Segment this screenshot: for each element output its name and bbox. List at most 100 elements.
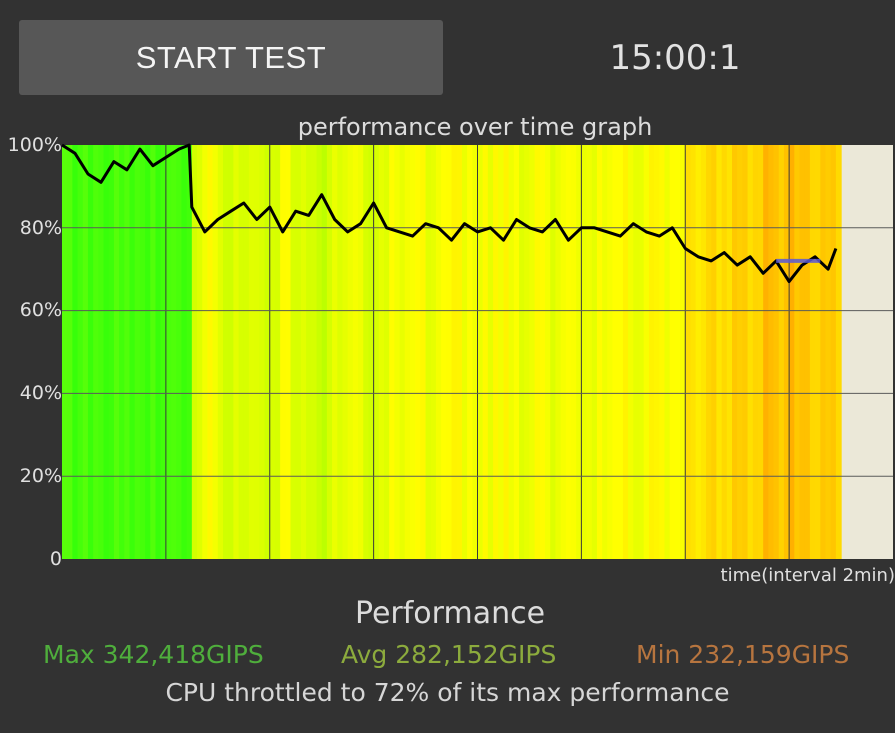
x-axis-label: time(interval 2min) <box>720 565 895 586</box>
performance-band <box>347 145 354 559</box>
performance-band <box>446 145 453 559</box>
performance-band <box>711 145 718 559</box>
performance-band <box>747 145 754 559</box>
performance-band <box>555 145 562 559</box>
performance-band <box>731 145 738 559</box>
y-tick-label: 0 <box>49 548 62 570</box>
performance-band <box>763 145 769 559</box>
start-test-button[interactable]: START TEST <box>19 20 443 95</box>
performance-band <box>482 145 489 559</box>
performance-band <box>591 145 598 559</box>
performance-band <box>217 145 224 559</box>
performance-band <box>524 145 531 559</box>
performance-band <box>596 145 603 559</box>
performance-band <box>238 145 245 559</box>
performance-band <box>783 145 790 559</box>
performance-band <box>394 145 401 559</box>
performance-band <box>472 145 479 559</box>
performance-band <box>529 145 536 559</box>
performance-band <box>254 145 260 559</box>
performance-band <box>311 145 318 559</box>
performance-band <box>467 145 473 559</box>
performance-band <box>176 145 183 559</box>
y-tick-label: 80% <box>19 217 62 239</box>
performance-band <box>285 145 292 559</box>
performance-band <box>150 145 157 559</box>
performance-band <box>628 145 634 559</box>
performance-band <box>451 145 458 559</box>
performance-band <box>332 145 338 559</box>
y-tick-label: 40% <box>19 382 62 404</box>
performance-band <box>565 145 572 559</box>
performance-band <box>207 145 214 559</box>
performance-band <box>358 145 364 559</box>
performance-band <box>513 145 520 559</box>
performance-band <box>498 145 505 559</box>
performance-band <box>545 145 551 559</box>
performance-band <box>794 145 801 559</box>
y-tick-label: 20% <box>19 465 62 487</box>
performance-band <box>337 145 344 559</box>
performance-band <box>233 145 240 559</box>
performance-band <box>98 145 105 559</box>
performance-band <box>368 145 375 559</box>
performance-band <box>830 145 837 559</box>
performance-band <box>62 145 68 559</box>
performance-band <box>737 145 743 559</box>
performance-band <box>134 145 141 559</box>
performance-band <box>602 145 608 559</box>
performance-band <box>617 145 624 559</box>
performance-band <box>539 145 546 559</box>
performance-band <box>129 145 136 559</box>
performance-band <box>778 145 785 559</box>
performance-band <box>300 145 307 559</box>
performance-band <box>493 145 499 559</box>
performance-band <box>72 145 79 559</box>
y-tick-label: 100% <box>7 134 62 156</box>
performance-band <box>378 145 385 559</box>
performance-band <box>186 145 193 559</box>
performance-band <box>757 145 764 559</box>
performance-band <box>197 145 203 559</box>
performance-band <box>700 145 707 559</box>
avg-performance: Avg 282,152GIPS <box>341 640 557 669</box>
performance-band <box>835 145 842 559</box>
performance-band <box>674 145 681 559</box>
performance-band <box>420 145 427 559</box>
performance-band <box>191 145 198 559</box>
performance-band <box>721 145 728 559</box>
performance-band <box>461 145 468 559</box>
performance-band <box>809 145 816 559</box>
performance-band <box>695 145 702 559</box>
performance-band <box>612 145 619 559</box>
performance-band <box>228 145 234 559</box>
performance-band <box>202 145 209 559</box>
performance-band <box>389 145 395 559</box>
performance-band <box>87 145 94 559</box>
performance-band <box>456 145 463 559</box>
performance-band <box>643 145 650 559</box>
test-timer: 15:00:1 <box>609 38 741 78</box>
performance-line <box>61 143 838 284</box>
performance-band <box>119 145 125 559</box>
performance-band <box>171 145 177 559</box>
performance-band <box>306 145 312 559</box>
performance-band <box>664 145 671 559</box>
performance-band <box>264 145 271 559</box>
performance-band <box>435 145 442 559</box>
performance-band <box>342 145 349 559</box>
performance-band <box>155 145 162 559</box>
performance-band <box>622 145 629 559</box>
performance-band <box>290 145 297 559</box>
performance-band <box>248 145 255 559</box>
performance-band <box>103 145 110 559</box>
performance-band <box>669 145 676 559</box>
performance-band <box>321 145 328 559</box>
min-performance: Min 232,159GIPS <box>636 640 850 669</box>
performance-band <box>752 145 759 559</box>
performance-band <box>295 145 302 559</box>
performance-heading: Performance <box>354 596 546 631</box>
performance-band <box>477 145 484 559</box>
performance-band <box>503 145 510 559</box>
performance-band <box>274 145 281 559</box>
